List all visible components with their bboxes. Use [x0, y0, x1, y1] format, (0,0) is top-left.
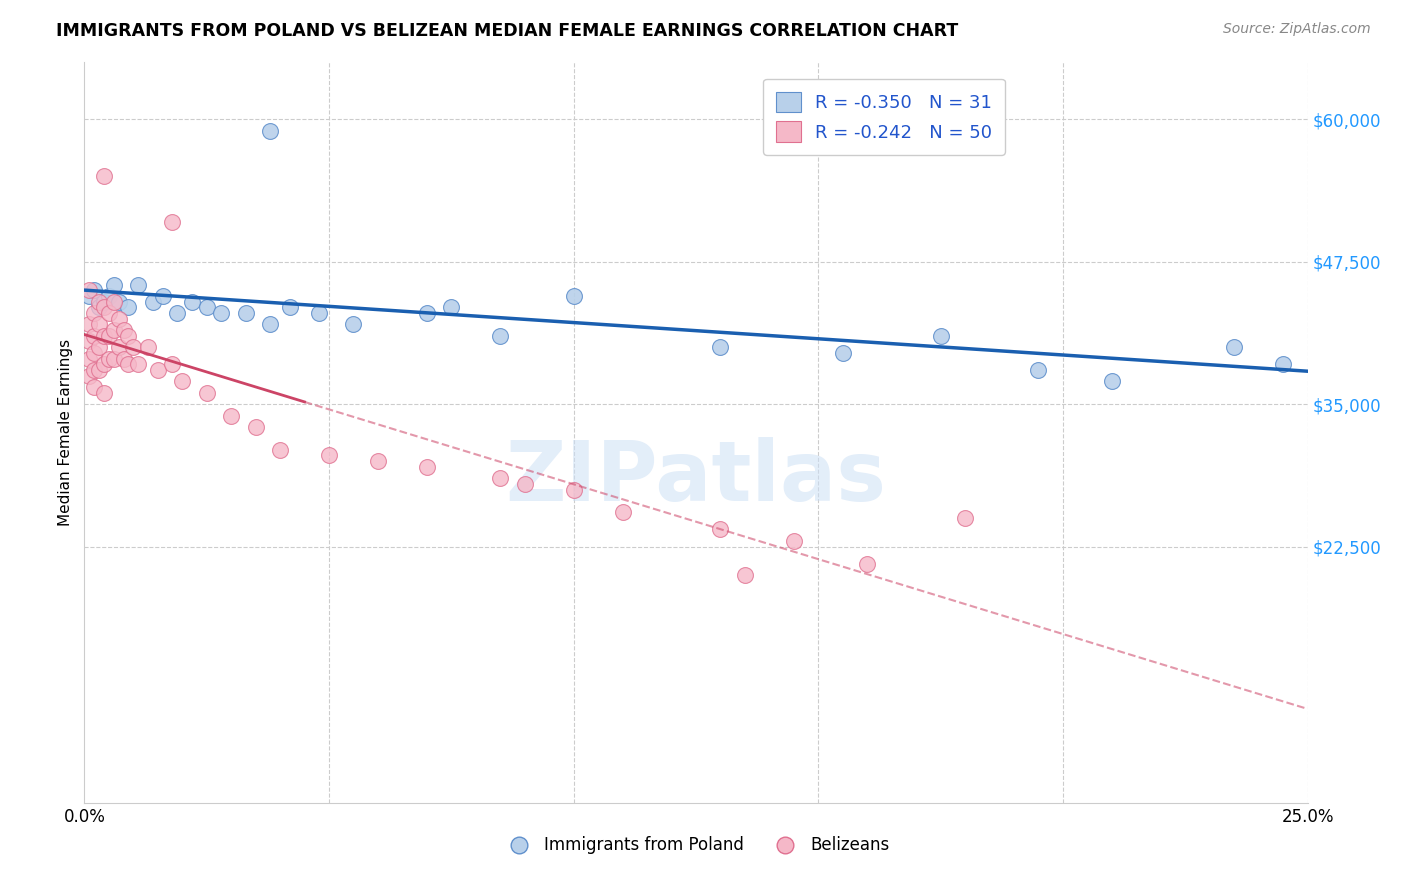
- Point: [235, 306, 257, 320]
- Point: [1101, 375, 1123, 389]
- Point: [562, 289, 585, 303]
- Point: [93, 357, 115, 371]
- Point: [142, 294, 165, 309]
- Point: [831, 346, 853, 360]
- Point: [112, 351, 135, 366]
- Point: [278, 301, 301, 315]
- Point: [929, 328, 952, 343]
- Point: [83, 283, 105, 297]
- Point: [93, 301, 115, 315]
- Point: [146, 363, 169, 377]
- Point: [83, 363, 105, 377]
- Point: [93, 169, 115, 184]
- Point: [953, 511, 976, 525]
- Point: [103, 351, 125, 366]
- Point: [783, 533, 806, 548]
- Point: [127, 277, 149, 292]
- Point: [117, 328, 139, 343]
- Point: [103, 323, 125, 337]
- Point: [127, 357, 149, 371]
- Point: [245, 420, 267, 434]
- Point: [489, 328, 512, 343]
- Point: [77, 318, 100, 332]
- Point: [1223, 340, 1246, 354]
- Point: [440, 301, 463, 315]
- Y-axis label: Median Female Earnings: Median Female Earnings: [58, 339, 73, 526]
- Point: [93, 385, 115, 400]
- Point: [219, 409, 242, 423]
- Point: [513, 476, 536, 491]
- Point: [97, 289, 120, 303]
- Point: [87, 294, 110, 309]
- Point: [172, 375, 194, 389]
- Point: [77, 368, 100, 383]
- Legend: Immigrants from Poland, Belizeans: Immigrants from Poland, Belizeans: [495, 830, 897, 861]
- Point: [97, 328, 120, 343]
- Point: [734, 568, 756, 582]
- Point: [308, 306, 330, 320]
- Point: [612, 505, 634, 519]
- Point: [83, 380, 105, 394]
- Point: [181, 294, 204, 309]
- Point: [87, 363, 110, 377]
- Point: [489, 471, 512, 485]
- Point: [166, 306, 188, 320]
- Point: [107, 340, 129, 354]
- Point: [259, 318, 281, 332]
- Point: [1272, 357, 1295, 371]
- Point: [1028, 363, 1050, 377]
- Point: [259, 124, 281, 138]
- Text: Source: ZipAtlas.com: Source: ZipAtlas.com: [1223, 22, 1371, 37]
- Point: [97, 306, 120, 320]
- Point: [112, 323, 135, 337]
- Point: [87, 318, 110, 332]
- Point: [93, 294, 115, 309]
- Point: [103, 277, 125, 292]
- Point: [77, 283, 100, 297]
- Point: [77, 334, 100, 349]
- Point: [367, 454, 389, 468]
- Point: [83, 328, 105, 343]
- Point: [562, 483, 585, 497]
- Point: [856, 557, 879, 571]
- Point: [162, 215, 184, 229]
- Point: [97, 351, 120, 366]
- Point: [195, 301, 218, 315]
- Point: [416, 459, 439, 474]
- Text: ZIPatlas: ZIPatlas: [506, 436, 886, 517]
- Point: [83, 306, 105, 320]
- Point: [709, 523, 731, 537]
- Point: [122, 340, 145, 354]
- Point: [152, 289, 174, 303]
- Point: [117, 301, 139, 315]
- Point: [107, 311, 129, 326]
- Point: [117, 357, 139, 371]
- Point: [318, 449, 340, 463]
- Point: [103, 294, 125, 309]
- Point: [83, 346, 105, 360]
- Point: [93, 328, 115, 343]
- Point: [709, 340, 731, 354]
- Point: [136, 340, 159, 354]
- Point: [77, 289, 100, 303]
- Point: [162, 357, 184, 371]
- Point: [342, 318, 364, 332]
- Point: [77, 351, 100, 366]
- Point: [209, 306, 232, 320]
- Point: [87, 301, 110, 315]
- Point: [416, 306, 439, 320]
- Point: [269, 442, 291, 457]
- Text: IMMIGRANTS FROM POLAND VS BELIZEAN MEDIAN FEMALE EARNINGS CORRELATION CHART: IMMIGRANTS FROM POLAND VS BELIZEAN MEDIA…: [56, 22, 959, 40]
- Point: [195, 385, 218, 400]
- Point: [87, 340, 110, 354]
- Point: [107, 294, 129, 309]
